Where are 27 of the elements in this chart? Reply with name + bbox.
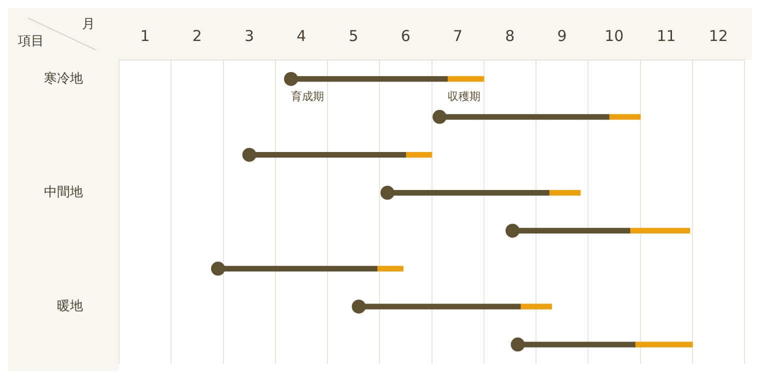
bar: [629, 228, 690, 234]
bar: [405, 152, 432, 158]
x-tick-label: 9: [557, 26, 567, 45]
y-axis-title: 項目: [17, 34, 44, 49]
x-tick-label: 6: [400, 26, 410, 45]
x-tick-label: 7: [453, 26, 463, 45]
bar: [548, 190, 581, 196]
x-tick-label: 10: [604, 26, 624, 45]
bar: [608, 114, 641, 120]
x-tick-label: 12: [708, 26, 728, 45]
x-tick-label: 3: [244, 26, 254, 45]
x-tick-label: 11: [656, 26, 676, 45]
bar: [634, 342, 693, 348]
y-tick-label: 中間地: [44, 185, 83, 200]
x-axis-title: 月: [82, 17, 95, 32]
y-tick-label: 暖地: [57, 298, 83, 314]
x-tick-label: 2: [192, 26, 202, 45]
y-tick-label: 寒冷地: [44, 70, 83, 86]
x-tick-label: 1: [140, 26, 150, 45]
bar: [376, 266, 404, 272]
series-label: 収穫期: [447, 90, 480, 103]
x-tick-label: 4: [296, 26, 306, 45]
x-tick-label: 8: [505, 26, 515, 45]
x-tick-label: 5: [348, 26, 358, 45]
bar: [520, 304, 552, 310]
bar: [447, 76, 484, 82]
series-label: 育成期: [291, 90, 324, 103]
